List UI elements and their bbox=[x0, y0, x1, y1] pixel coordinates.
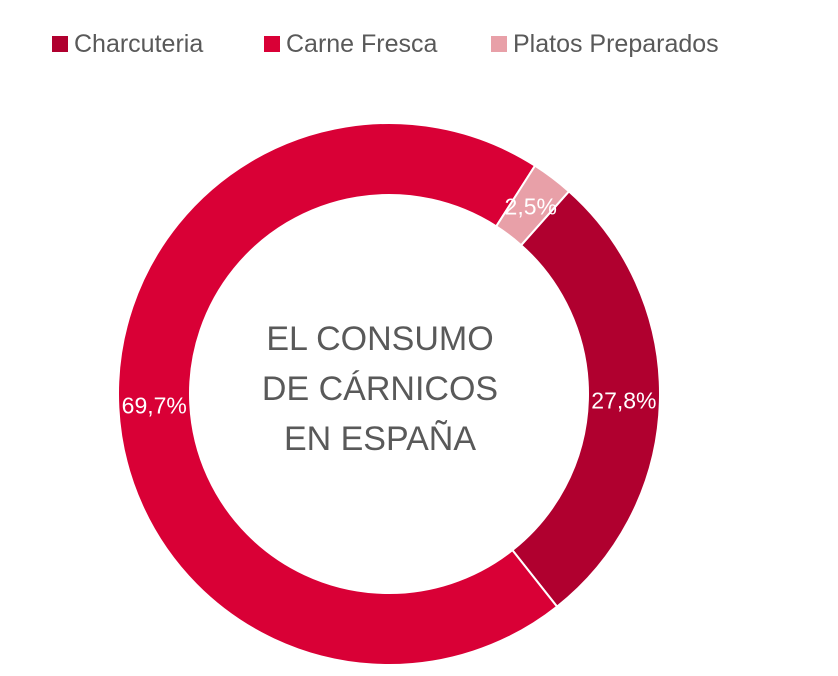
donut-slice-platos-preparados bbox=[494, 164, 571, 247]
donut-slice-charcuteria bbox=[510, 189, 661, 609]
legend-swatch-carne-fresca bbox=[264, 36, 280, 52]
center-title-line-2: DE CÁRNICOS bbox=[261, 370, 499, 408]
center-title-line-3: EN ESPAÑA bbox=[283, 420, 477, 458]
data-label-carne-fresca: 69,7% bbox=[122, 393, 187, 419]
data-label-platos-preparados: 2,5% bbox=[505, 194, 557, 220]
chart-center-title: EL CONSUMO DE CÁRNICOS EN ESPAÑA bbox=[230, 314, 530, 464]
legend-label-carne-fresca: Carne Fresca bbox=[286, 29, 438, 58]
legend-label-charcuteria: Charcuteria bbox=[74, 29, 204, 58]
center-title-line-1: EL CONSUMO bbox=[266, 320, 494, 358]
legend-swatch-platos-preparados bbox=[491, 36, 507, 52]
legend-item-platos-preparados: Platos Preparados bbox=[491, 27, 719, 61]
chart-legend: Charcuteria Carne Fresca Platos Preparad… bbox=[0, 27, 838, 61]
data-label-charcuteria: 27,8% bbox=[591, 388, 656, 414]
legend-item-carne-fresca: Carne Fresca bbox=[264, 27, 437, 61]
donut-slice-carne-fresca bbox=[117, 122, 559, 666]
legend-item-charcuteria: Charcuteria bbox=[52, 27, 203, 61]
legend-label-platos-preparados: Platos Preparados bbox=[513, 29, 719, 58]
legend-swatch-charcuteria bbox=[52, 36, 68, 52]
